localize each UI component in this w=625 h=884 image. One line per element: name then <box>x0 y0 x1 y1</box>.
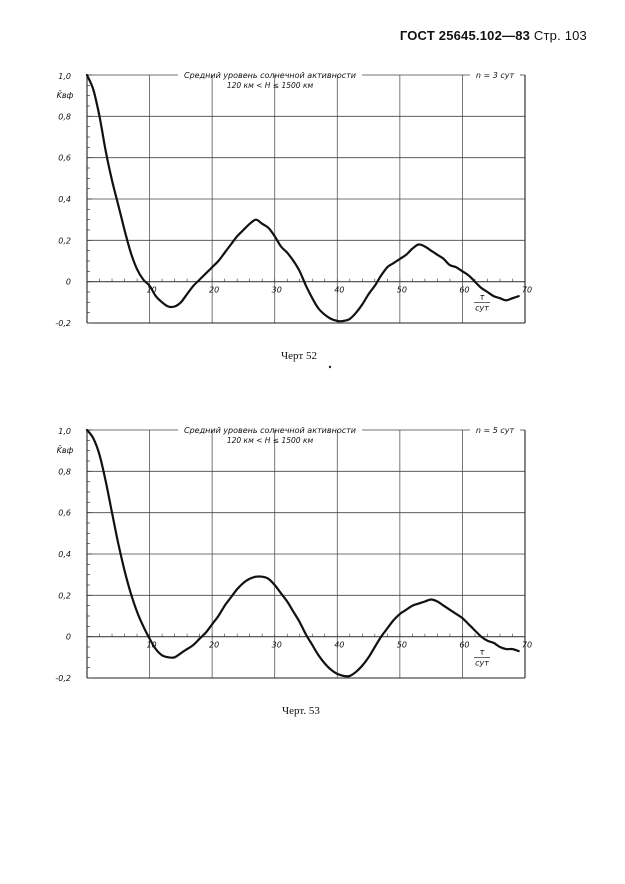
chart-title-line1: Средний уровень солнечной активности <box>184 71 356 80</box>
x-tick-label: 30 <box>272 641 282 650</box>
print-speck <box>328 365 332 369</box>
y-tick-label: 0,8 <box>58 467 71 476</box>
series-line-0 <box>85 428 520 678</box>
x-tick-label: 40 <box>334 641 344 650</box>
y-tick-label: 0,2 <box>58 591 71 600</box>
page-number: Стр. 103 <box>533 28 587 43</box>
x-axis-label-denominator: сут <box>475 659 489 668</box>
chart-title-line2: 120 км < H ≤ 1500 км <box>227 436 314 445</box>
x-tick-label: 50 <box>397 286 407 295</box>
chart-title-line2: 120 км < H ≤ 1500 км <box>227 81 314 90</box>
n-label: n = 5 сут <box>476 426 515 435</box>
x-axis-label-numerator: τ <box>480 293 485 302</box>
series-line-0 <box>85 73 520 323</box>
y-tick-label: 1,0 <box>58 427 71 436</box>
y-tick-label: -0,2 <box>55 319 71 328</box>
chart-title-line1: Средний уровень солнечной активности <box>184 426 356 435</box>
x-tick-label: 70 <box>522 286 532 295</box>
chart-caption-52: Черт 52 <box>281 350 317 362</box>
x-tick-label: 60 <box>459 641 469 650</box>
y-tick-label: 0,6 <box>58 154 71 163</box>
y-axis-label: K̄вф <box>57 445 74 455</box>
x-axis-label-numerator: τ <box>480 648 485 657</box>
y-tick-label: 1,0 <box>58 72 71 81</box>
standard-number: ГОСТ 25645.102—83 <box>399 28 531 43</box>
x-tick-label: 60 <box>459 286 469 295</box>
chart-1: -0,2 0 0,2 0,4 0,6 0,8 1,0 10 20 30 40 50 60 70 K̄вф τс… <box>55 426 532 683</box>
x-tick-label: 10 <box>146 641 156 650</box>
y-tick-label: 0 <box>66 278 71 287</box>
x-tick-label: 20 <box>209 286 219 295</box>
n-label: n = 3 сут <box>476 71 515 80</box>
y-tick-label: 0,6 <box>58 509 71 518</box>
x-tick-label: 20 <box>209 641 219 650</box>
y-tick-label: 0 <box>66 633 71 642</box>
y-tick-label: 0,2 <box>58 236 71 245</box>
x-tick-label: 40 <box>334 286 344 295</box>
x-tick-label: 50 <box>397 641 407 650</box>
y-tick-label: 0,8 <box>58 112 71 121</box>
chart-0: -0,200,20,40,60,81,010 20 30 40 50 60 70K̄вфτс… <box>55 71 532 328</box>
x-axis-label-denominator: сут <box>475 304 489 313</box>
x-tick-label: 70 <box>522 641 532 650</box>
y-tick-label: 0,4 <box>58 550 71 559</box>
x-tick-label: 30 <box>272 286 282 295</box>
chart-caption-53: Черт. 53 <box>282 705 320 717</box>
y-tick-label: -0,2 <box>55 674 71 683</box>
y-tick-label: 0,4 <box>58 195 71 204</box>
page-header: ГОСТ 25645.102—83 Стр. 103 <box>400 28 587 43</box>
y-axis-label: K̄вф <box>57 90 74 100</box>
